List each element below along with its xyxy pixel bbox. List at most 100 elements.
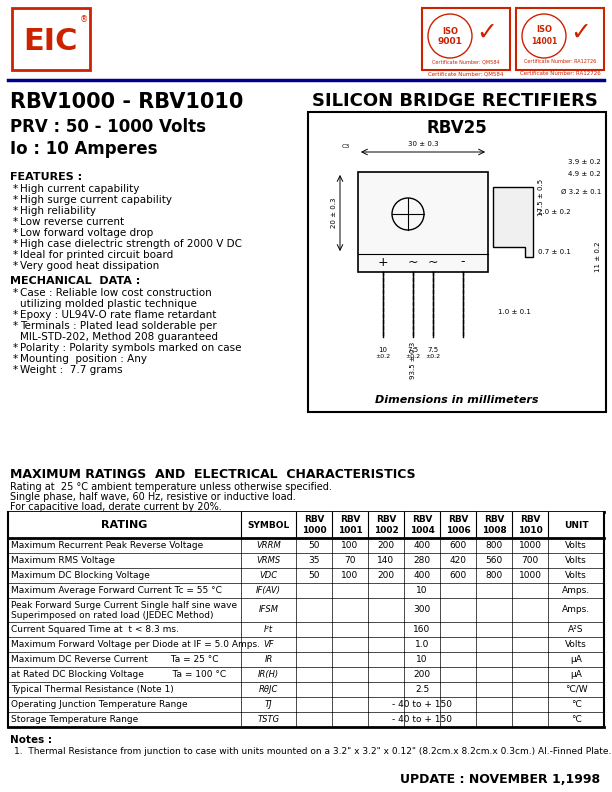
Text: 3.9 ± 0.2: 3.9 ± 0.2 (569, 159, 601, 165)
Text: 2.0 ± 0.2: 2.0 ± 0.2 (538, 209, 570, 215)
Text: 10: 10 (416, 586, 428, 595)
Text: PRV : 50 - 1000 Volts: PRV : 50 - 1000 Volts (10, 118, 206, 136)
Text: RBV
1000: RBV 1000 (302, 515, 326, 535)
Text: Io : 10 Amperes: Io : 10 Amperes (10, 140, 157, 158)
Text: 800: 800 (485, 571, 502, 580)
Text: 280: 280 (414, 556, 431, 565)
Bar (8, 512, 604, 538)
Text: ✓: ✓ (570, 21, 592, 45)
Text: RBV
1001: RBV 1001 (338, 515, 362, 535)
Text: *: * (13, 217, 18, 227)
Text: ~: ~ (428, 256, 438, 268)
Text: Amps.: Amps. (562, 586, 590, 595)
Text: 7.5: 7.5 (408, 347, 419, 353)
Text: RBV
1002: RBV 1002 (373, 515, 398, 535)
Text: *: * (13, 310, 18, 320)
Text: °C: °C (570, 700, 581, 709)
Text: 560: 560 (485, 556, 502, 565)
Text: *: * (13, 239, 18, 249)
Text: 14001: 14001 (531, 36, 557, 45)
Text: Very good heat dissipation: Very good heat dissipation (20, 261, 159, 271)
Text: 300: 300 (413, 606, 431, 615)
Text: 2.5: 2.5 (415, 685, 429, 694)
Text: ✓: ✓ (477, 21, 498, 45)
Text: 400: 400 (414, 541, 431, 550)
Text: *: * (13, 343, 18, 353)
Text: Current Squared Time at  t < 8.3 ms.: Current Squared Time at t < 8.3 ms. (11, 625, 179, 634)
Text: *: * (13, 184, 18, 194)
Text: 700: 700 (521, 556, 539, 565)
Text: 50: 50 (308, 541, 319, 550)
Text: Weight :  7.7 grams: Weight : 7.7 grams (20, 365, 122, 375)
Text: °C: °C (570, 715, 581, 724)
Text: SILICON BRIDGE RECTIFIERS: SILICON BRIDGE RECTIFIERS (312, 92, 598, 110)
Text: 1.  Thermal Resistance from junction to case with units mounted on a 3.2" x 3.2": 1. Thermal Resistance from junction to c… (14, 747, 611, 756)
Text: ±0.2: ±0.2 (405, 354, 420, 359)
Text: 1000: 1000 (518, 571, 542, 580)
Text: High case dielectric strength of 2000 V DC: High case dielectric strength of 2000 V … (20, 239, 242, 249)
Bar (12, 8, 90, 70)
Text: IF(AV): IF(AV) (256, 586, 281, 595)
Bar (422, 8, 510, 70)
Text: Certificate Number: QM584: Certificate Number: QM584 (428, 71, 504, 76)
Text: - 40 to + 150: - 40 to + 150 (392, 715, 452, 724)
Text: *: * (13, 250, 18, 260)
Text: Volts: Volts (565, 541, 587, 550)
Text: MAXIMUM RATINGS  AND  ELECTRICAL  CHARACTERISTICS: MAXIMUM RATINGS AND ELECTRICAL CHARACTER… (10, 468, 416, 481)
Text: 7.5: 7.5 (427, 347, 439, 353)
Text: 20 ± 0.3: 20 ± 0.3 (331, 198, 337, 228)
Text: UPDATE : NOVEMBER 1,1998: UPDATE : NOVEMBER 1,1998 (400, 773, 600, 786)
Text: VRRM: VRRM (256, 541, 281, 550)
Text: RBV
1004: RBV 1004 (409, 515, 435, 535)
Text: For capacitive load, derate current by 20%.: For capacitive load, derate current by 2… (10, 502, 222, 512)
Text: 400: 400 (414, 571, 431, 580)
Text: Maximum Forward Voltage per Diode at IF = 5.0 Amps.: Maximum Forward Voltage per Diode at IF … (11, 640, 260, 649)
Text: MECHANICAL  DATA :: MECHANICAL DATA : (10, 276, 140, 286)
Text: VF: VF (263, 640, 274, 649)
Text: 10: 10 (416, 655, 428, 664)
Text: ~: ~ (408, 256, 418, 268)
Text: 600: 600 (449, 541, 466, 550)
Text: ISO: ISO (442, 28, 458, 36)
Text: ±0.2: ±0.2 (375, 354, 390, 359)
Text: UNIT: UNIT (564, 520, 588, 530)
Text: 1000: 1000 (518, 541, 542, 550)
Text: Low forward voltage drop: Low forward voltage drop (20, 228, 153, 238)
Text: C3: C3 (341, 144, 350, 150)
Bar (308, 112, 606, 412)
Text: Superimposed on rated load (JEDEC Method): Superimposed on rated load (JEDEC Method… (11, 611, 214, 620)
Text: 1.0 ± 0.1: 1.0 ± 0.1 (498, 309, 531, 315)
Text: utilizing molded plastic technique: utilizing molded plastic technique (20, 299, 197, 309)
Text: IR(H): IR(H) (258, 670, 279, 679)
Text: 50: 50 (308, 571, 319, 580)
Text: µA: µA (570, 655, 582, 664)
Text: Certificate Number: QM584: Certificate Number: QM584 (432, 59, 500, 64)
Text: TJ: TJ (264, 700, 272, 709)
Text: Operating Junction Temperature Range: Operating Junction Temperature Range (11, 700, 188, 709)
Text: *: * (13, 195, 18, 205)
Text: Volts: Volts (565, 571, 587, 580)
Text: 1.0: 1.0 (415, 640, 429, 649)
Text: 0.7 ± 0.1: 0.7 ± 0.1 (538, 249, 571, 255)
Text: Volts: Volts (565, 556, 587, 565)
Text: 9001: 9001 (438, 37, 463, 47)
Text: Peak Forward Surge Current Single half sine wave: Peak Forward Surge Current Single half s… (11, 601, 237, 610)
Text: *: * (13, 228, 18, 238)
Text: Typical Thermal Resistance (Note 1): Typical Thermal Resistance (Note 1) (11, 685, 174, 694)
Text: 11 ± 0.2: 11 ± 0.2 (595, 242, 601, 272)
Text: FEATURES :: FEATURES : (10, 172, 82, 182)
Text: High reliability: High reliability (20, 206, 96, 216)
Text: SYMBOL: SYMBOL (247, 520, 289, 530)
Text: VDC: VDC (259, 571, 278, 580)
Text: Storage Temperature Range: Storage Temperature Range (11, 715, 138, 724)
Text: 420: 420 (449, 556, 466, 565)
Text: Low reverse current: Low reverse current (20, 217, 124, 227)
Text: Rating at  25 °C ambient temperature unless otherwise specified.: Rating at 25 °C ambient temperature unle… (10, 482, 332, 492)
Text: VRMS: VRMS (256, 556, 281, 565)
Text: 10: 10 (378, 347, 387, 353)
Text: *: * (13, 365, 18, 375)
Text: - 40 to + 150: - 40 to + 150 (392, 700, 452, 709)
Text: 4.9 ± 0.2: 4.9 ± 0.2 (569, 171, 601, 177)
Text: High current capability: High current capability (20, 184, 140, 194)
Text: EIC: EIC (24, 26, 78, 55)
